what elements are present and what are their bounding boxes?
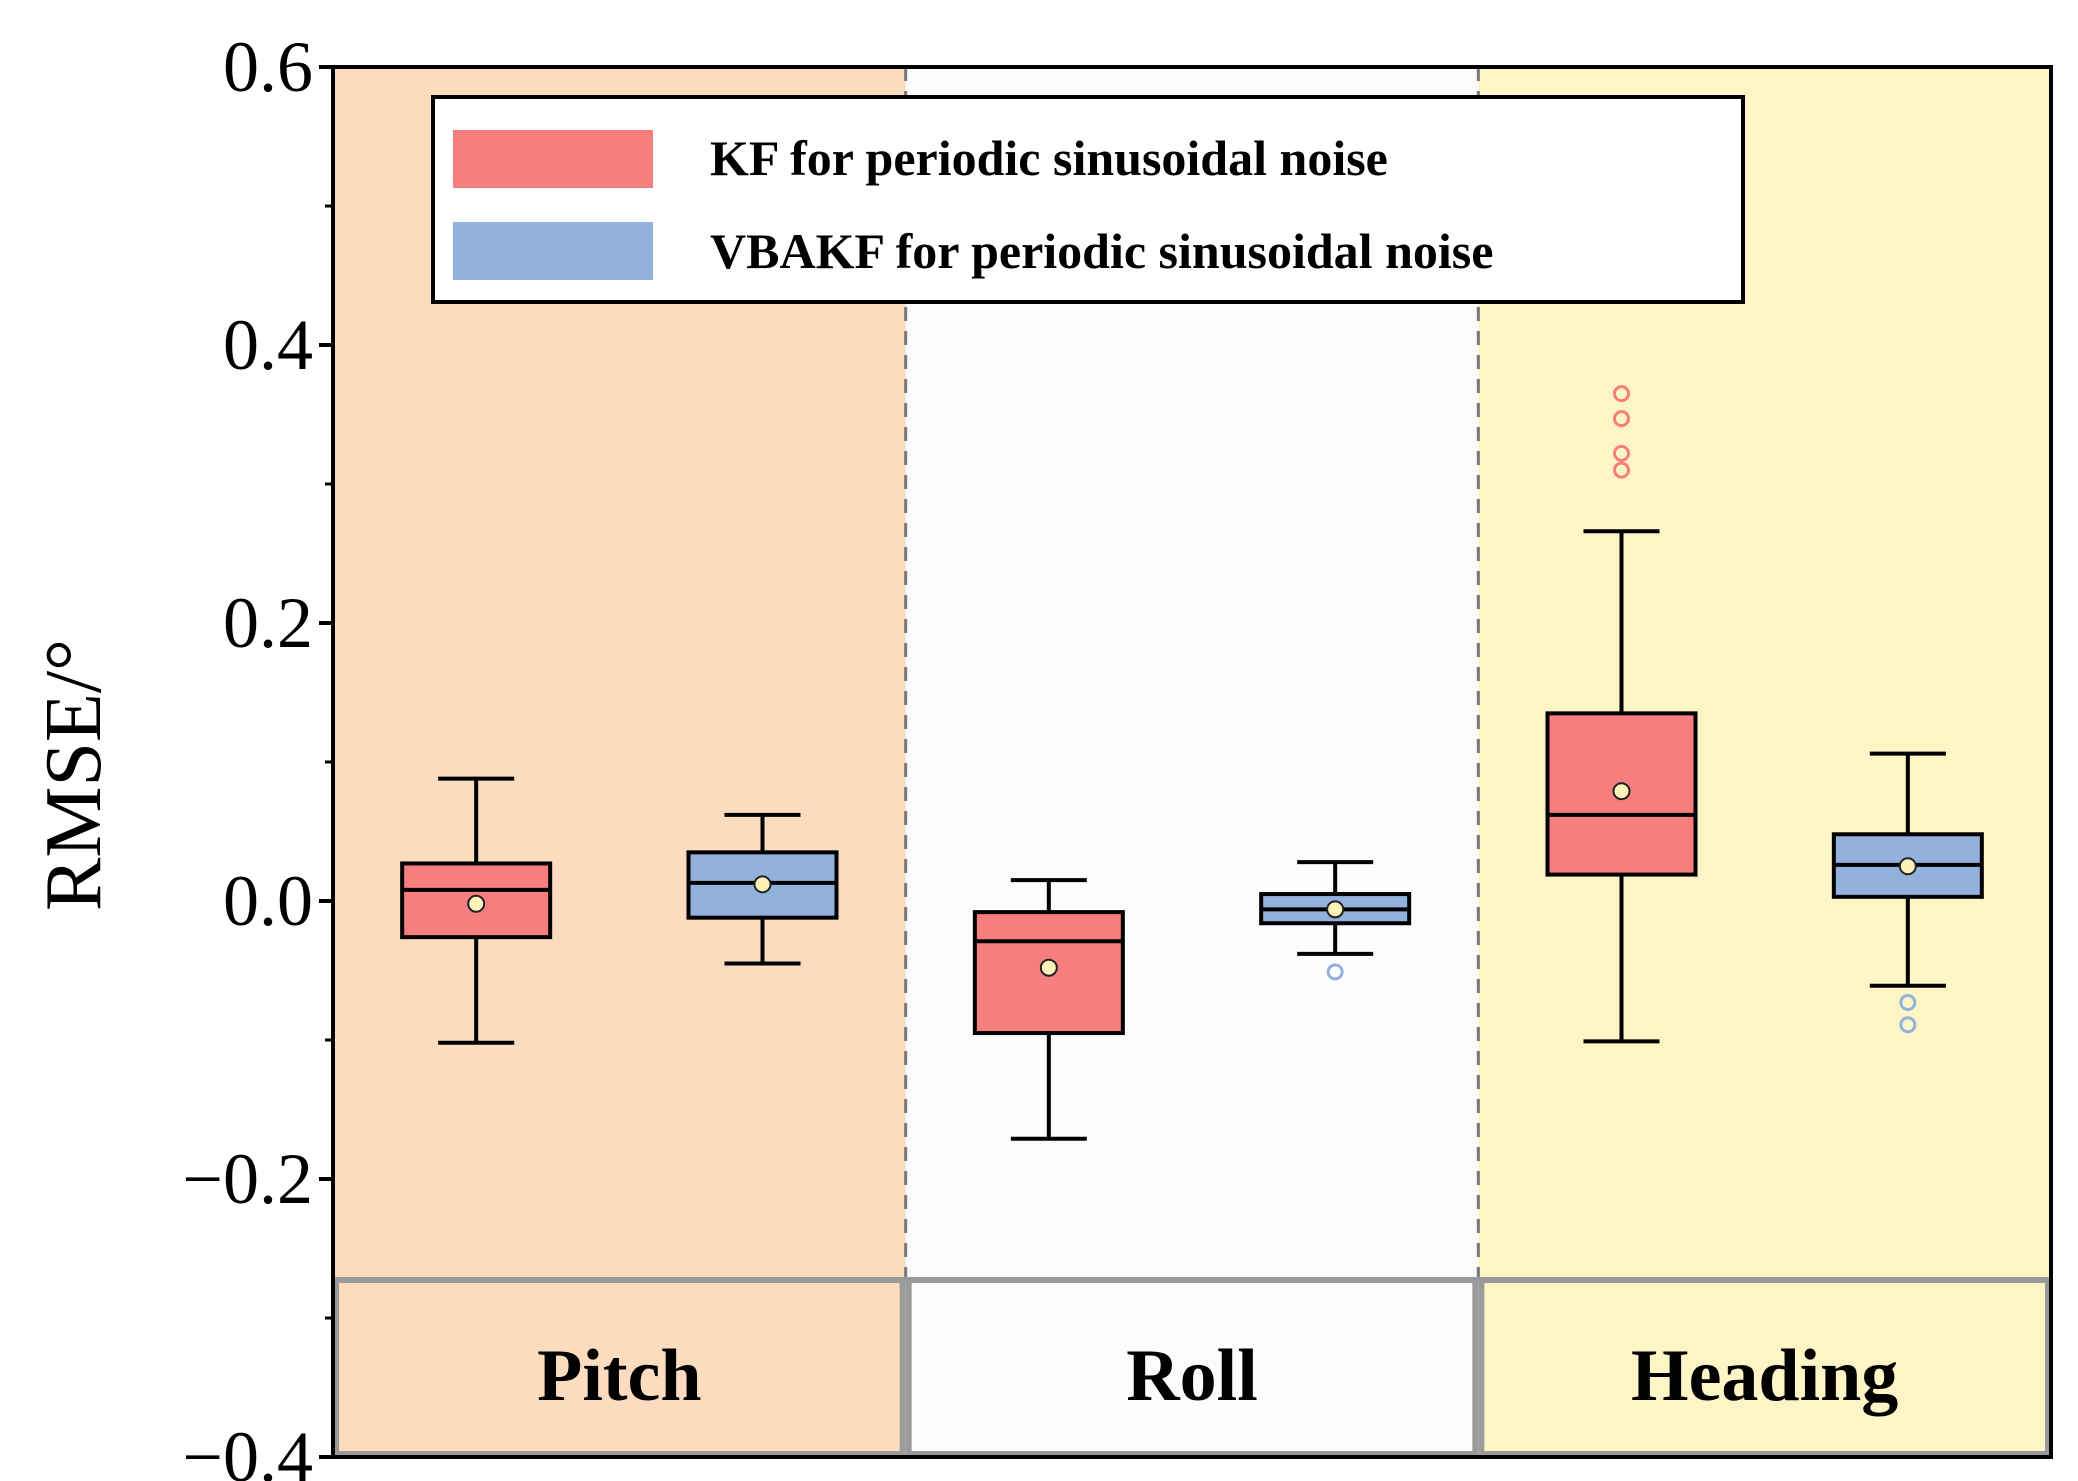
y-tick-label: 0.6 (223, 27, 313, 107)
legend-swatch-kf (453, 130, 653, 188)
box-vbakf-pitch (686, 812, 839, 966)
category-label-box-roll (905, 1277, 1479, 1457)
outlier-point (1899, 993, 1917, 1011)
y-tick-label: −0.2 (182, 1139, 313, 1219)
box-vbakf-roll (1259, 860, 1412, 981)
legend: KF for periodic sinusoidal noise VBAKF f… (431, 95, 1745, 304)
y-axis: −0.4 −0.2 0.0 0.2 0.4 0.6 (182, 27, 333, 1481)
category-label-roll: Roll (1126, 1335, 1258, 1417)
category-label-box-pitch (333, 1277, 906, 1457)
outlier-point (1899, 1016, 1917, 1034)
category-label-pitch: Pitch (537, 1335, 701, 1417)
y-tick-label: 0.2 (223, 583, 313, 663)
y-axis-label: RMSE/° (30, 639, 118, 911)
box-kf-heading (1545, 385, 1698, 1044)
y-tick-label: 0.4 (223, 305, 313, 385)
mean-marker (1898, 857, 1917, 876)
mean-marker (1039, 958, 1058, 977)
outlier-point (1613, 410, 1630, 428)
box-vbakf-heading (1831, 751, 1984, 1034)
legend-swatch-vbakf (453, 222, 653, 280)
y-tick-label: 0.0 (223, 861, 313, 941)
mean-marker (1326, 900, 1345, 919)
legend-label-kf: KF for periodic sinusoidal noise (710, 130, 1388, 186)
boxes (400, 385, 1984, 1141)
y-tick-label: −0.4 (182, 1417, 313, 1481)
category-label-heading: Heading (1631, 1335, 1898, 1417)
box-kf-pitch (400, 776, 553, 1045)
category-label-boxes: Pitch Roll Heading (333, 1277, 2052, 1457)
outlier-point (1613, 461, 1630, 479)
box-kf-roll (972, 878, 1125, 1141)
mean-marker (753, 875, 772, 894)
legend-label-vbakf: VBAKF for periodic sinusoidal noise (710, 223, 1493, 279)
category-label-box-heading (1478, 1277, 2052, 1457)
outlier-point (1613, 385, 1630, 403)
outlier-point (1326, 963, 1344, 981)
mean-marker (467, 894, 486, 913)
mean-marker (1612, 782, 1631, 801)
outlier-point (1613, 444, 1630, 462)
